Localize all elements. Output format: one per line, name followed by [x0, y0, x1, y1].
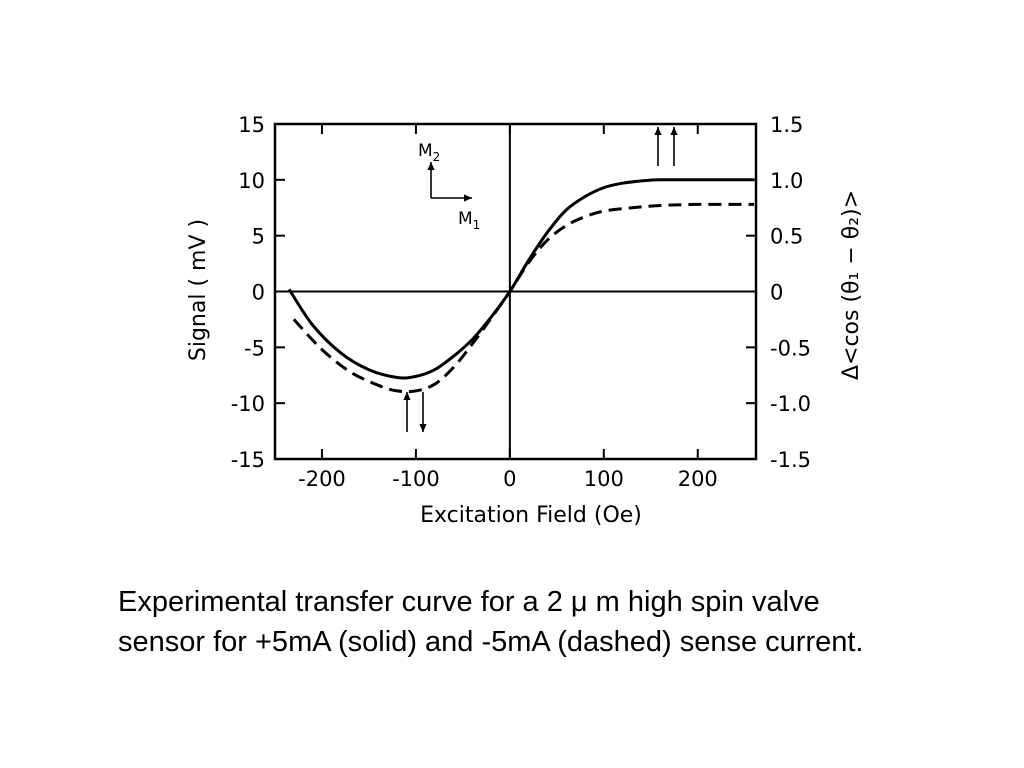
y2-tick-label: 1.0 — [770, 169, 803, 193]
y-axis-label: Signal ( mV ) — [186, 219, 211, 361]
x-tick-label: -100 — [392, 467, 440, 491]
x-axis-label: Excitation Field (Oe) — [420, 503, 642, 528]
solid-series-line — [287, 178, 755, 380]
antiparallel-up-arrow-icon — [403, 392, 411, 432]
saturated-up-arrow-icon — [670, 127, 678, 166]
y-tick-label: 5 — [252, 225, 265, 249]
saturated-up-arrow-icon — [654, 127, 662, 166]
transfer-curve-chart: -200 -100 0 100 200 15 10 5 0 -5 -10 -15 1.5 1.0 0.5 0 -… — [186, 113, 864, 528]
axis-ticks: -200 -100 0 100 200 15 10 5 0 -5 -10 -15 1.5 1.0 0.5 0 -… — [231, 113, 811, 491]
y2-tick-label: -1.5 — [770, 448, 811, 472]
annotations: M2 M1 — [403, 127, 678, 432]
y2-tick-label: 0.5 — [770, 225, 803, 249]
antiparallel-down-arrow-icon — [419, 392, 427, 432]
m2-label: M2 — [418, 141, 440, 164]
x-tick-label: 100 — [584, 467, 624, 491]
data-series — [287, 178, 755, 394]
y-tick-label: 15 — [238, 113, 265, 137]
y-tick-label: -5 — [244, 336, 265, 360]
dashed-series-line — [292, 202, 755, 394]
y2-tick-label: 0 — [770, 281, 783, 305]
y-tick-label: 0 — [252, 281, 265, 305]
y-tick-label: -10 — [231, 392, 265, 416]
plot-frame — [273, 122, 758, 461]
x-tick-label: 0 — [503, 467, 516, 491]
m1-right-arrow-icon — [431, 194, 472, 202]
y-tick-label: 10 — [238, 169, 265, 193]
m2-up-arrow-icon — [427, 162, 435, 198]
m1-label: M1 — [458, 209, 480, 232]
right-y-axis-label: Δ<cos (θ₁ − θ₂)> — [839, 190, 864, 380]
x-tick-label: 200 — [678, 467, 718, 491]
x-tick-label: -200 — [298, 467, 346, 491]
figure-caption: Experimental transfer curve for a 2 μ m … — [118, 586, 864, 658]
y2-tick-label: -0.5 — [770, 336, 811, 360]
y2-tick-label: 1.5 — [770, 113, 803, 137]
y-tick-label: -15 — [231, 448, 265, 472]
y2-tick-label: -1.0 — [770, 392, 811, 416]
